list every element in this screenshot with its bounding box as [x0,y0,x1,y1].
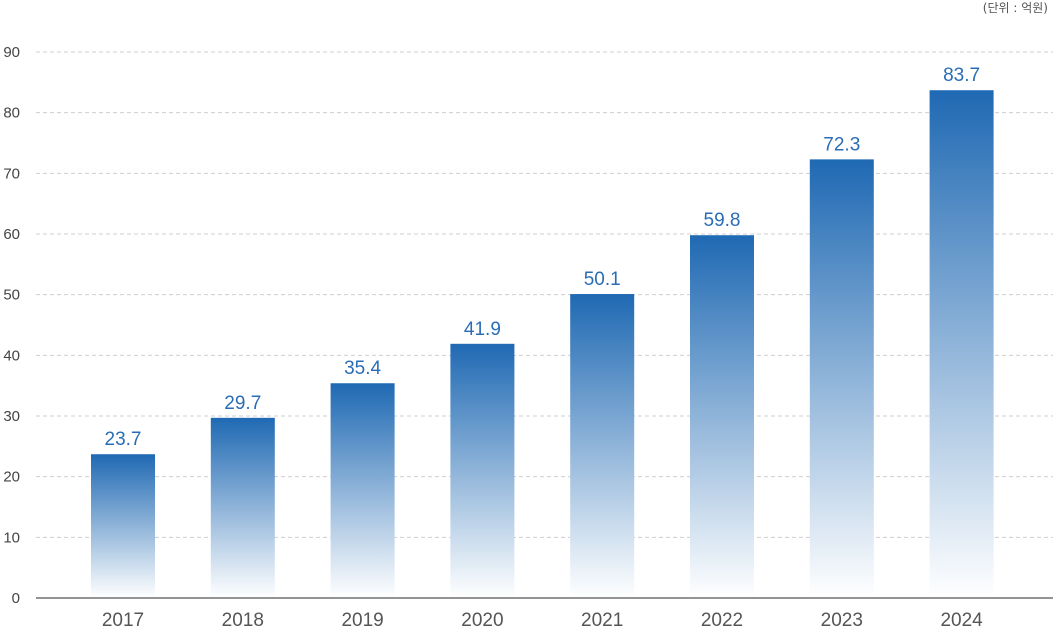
x-tick-label-2022: 2022 [701,610,743,631]
bar-2024 [929,90,994,598]
y-tick-label: 90 [3,44,20,61]
y-tick-label: 70 [3,165,20,182]
bar-2018 [210,417,275,598]
x-tick-label-2024: 2024 [940,610,983,631]
data-label-2017: 23.7 [105,429,142,450]
data-label-2021: 50.1 [584,269,621,290]
data-label-2020: 41.9 [464,319,501,340]
unit-note: (단위 : 억원) [983,1,1048,15]
y-tick-label: 60 [3,226,20,243]
x-tick-label-2020: 2020 [461,610,503,631]
bar-2023 [809,159,874,598]
bars [91,90,994,599]
y-tick-label: 10 [3,529,20,546]
data-label-2023: 72.3 [823,134,860,155]
y-tick-label: 20 [3,469,20,486]
bar-2022 [690,235,754,599]
y-tick-label: 80 [3,105,20,122]
y-tick-label: 40 [3,347,20,364]
data-label-2019: 35.4 [344,358,381,379]
bar-2021 [570,294,635,598]
x-tick-label-2017: 2017 [102,610,144,631]
x-tick-label-2021: 2021 [581,610,623,631]
x-axis-ticks: 2017 2018 2019 2020 2021 2022 2023 2024 [102,610,983,631]
data-label-2022: 59.8 [704,210,741,231]
x-tick-label-2019: 2019 [341,610,383,631]
data-label-2024: 83.7 [943,65,980,86]
y-tick-label: 0 [12,590,20,607]
y-tick-label: 50 [3,287,20,304]
bar-2020 [450,343,515,598]
bar-2017 [91,454,155,598]
y-tick-label: 30 [3,408,20,425]
y-axis-ticks: 0 10 20 30 40 50 60 70 80 90 [3,44,20,607]
x-tick-label-2018: 2018 [222,610,264,631]
gridlines [36,51,1053,538]
data-label-2018: 29.7 [224,393,261,414]
x-tick-label-2023: 2023 [821,610,863,631]
data-labels: 23.7 29.7 35.4 41.9 50.1 59.8 72.3 83.7 [105,65,981,450]
bar-2019 [330,383,395,598]
